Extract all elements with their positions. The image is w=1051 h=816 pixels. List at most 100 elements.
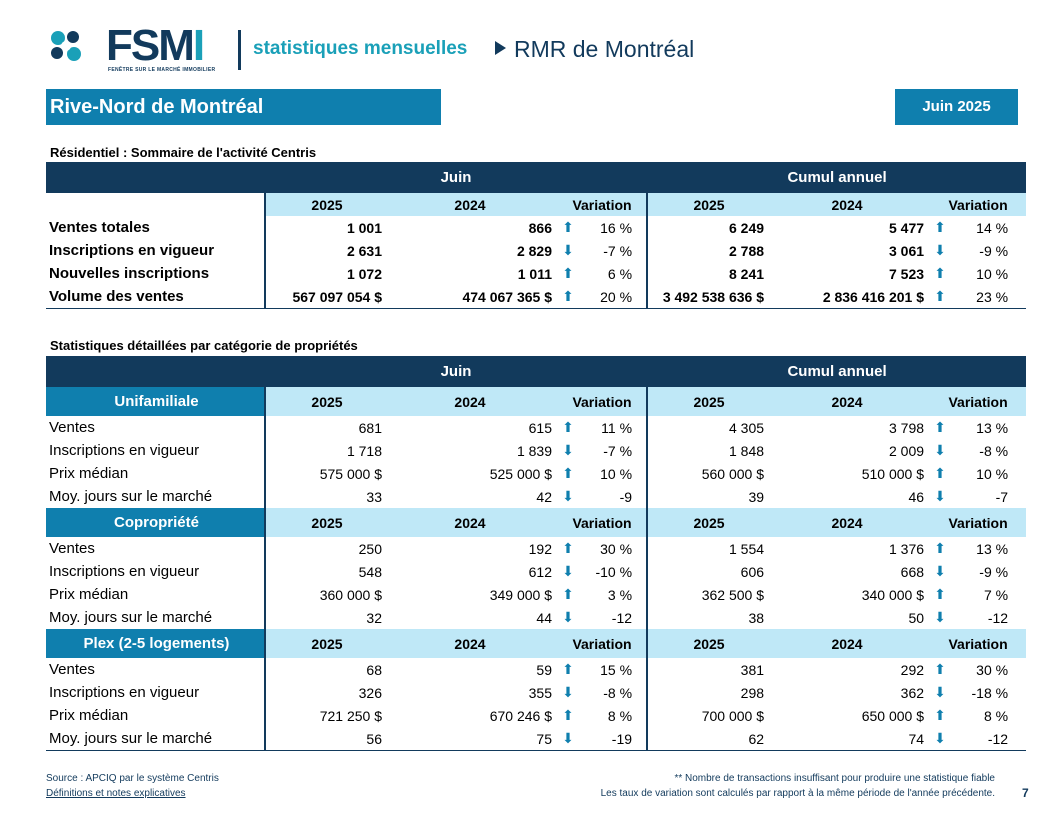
value-ytd-2024: 3 798 <box>888 419 925 436</box>
arrow-up-icon: ⬆ <box>934 661 946 677</box>
category-header-row: Plex (2-5 logements) 2025 2024 Variation 202… <box>46 629 1027 658</box>
value-month-2024: 474 067 365 $ <box>388 285 558 309</box>
arrow-down-icon: ⬇ <box>934 488 946 504</box>
arrow-down-icon: ⬇ <box>934 563 946 579</box>
variation-month: 10 % <box>578 462 649 485</box>
table-row: Prix médian 360 000 $349 000 $ ⬆ 3 % 362 500… <box>46 583 1026 606</box>
value-month-2024: 44 <box>536 609 552 626</box>
value-month-2025: 575 000 $ <box>319 465 382 482</box>
arrow-down-icon: ⬇ <box>562 563 574 579</box>
value-ytd-2024: 510 000 $ <box>861 465 925 482</box>
table-row: Inscriptions en vigueur 548 612 ⬇ -10 % 606 66… <box>46 560 1026 583</box>
variation-note: Les taux de variation sont calculés par … <box>600 788 995 799</box>
group-header-month: Juin <box>265 162 649 193</box>
value-ytd-2024: 650 000 $ <box>861 707 925 724</box>
table-row: Ventes totales 1 001 866 ⬆ 16 % 6 249 5 477 ⬆ 14… <box>46 216 1026 239</box>
col-header-2024: 2024 <box>770 387 931 416</box>
definitions-link[interactable]: Définitions et notes explicatives <box>46 788 186 799</box>
table-row: Ventes 681 615 ⬆ 11 % 4 305 3 798 ⬆ 13 % <box>46 416 1026 439</box>
variation-ytd: -9 % <box>979 242 1009 259</box>
row-label: Prix médian <box>46 583 266 606</box>
arrow-up-icon: ⬆ <box>930 285 951 309</box>
col-header-variation: Variation <box>558 193 649 216</box>
row-label: Moy. jours sur le marché <box>46 485 266 508</box>
arrow-down-icon: ⬇ <box>562 242 574 258</box>
value-ytd-2025: 381 <box>740 661 765 678</box>
value-month-2025: 1 001 <box>346 219 382 236</box>
value-month-2025: 326 <box>358 684 382 701</box>
value-month-2024: 75 <box>388 727 558 751</box>
value-ytd-2025: 298 <box>740 684 765 701</box>
table-row: Ventes 250 192 ⬆ 30 % 1 554 1 376 ⬆ 13 % <box>46 537 1026 560</box>
summary-table: Juin Cumul annuel 2025 2024 Variation 20… <box>46 162 1027 309</box>
variation-ytd: -12 <box>987 609 1009 626</box>
col-header-2025: 2025 <box>647 629 771 658</box>
value-ytd-2024: 2 836 416 201 $ <box>770 285 931 309</box>
value-ytd-2025: 560 000 $ <box>701 465 765 482</box>
variation-month: -10 % <box>578 560 649 583</box>
col-header-variation: Variation <box>930 629 1027 658</box>
group-header-ytd: Cumul annuel <box>647 162 1027 193</box>
value-month-2025: 2 631 <box>346 242 382 259</box>
value-month-2024: 2 829 <box>516 242 552 259</box>
value-ytd-2025: 38 <box>748 609 765 626</box>
source-note: Source : APCIQ par le système Centris <box>46 773 219 784</box>
table-row: Moy. jours sur le marché 32 44 ⬇ -12 38 50 ⬇ -12 <box>46 606 1026 629</box>
value-month-2024: 355 <box>528 684 552 701</box>
col-header-2024: 2024 <box>770 629 931 658</box>
variation-month: -19 <box>578 727 649 751</box>
category-header-row: Copropriété 2025 2024 Variation 2025 2024 Vari… <box>46 508 1027 537</box>
variation-month: 3 % <box>578 583 649 606</box>
table-row: Moy. jours sur le marché 33 42 ⬇ -9 39 46 ⬇ -7 <box>46 485 1026 508</box>
arrow-down-icon: ⬇ <box>930 727 951 751</box>
col-header-2024: 2024 <box>770 508 931 537</box>
value-ytd-2025: 3 492 538 636 $ <box>647 285 771 309</box>
value-month-2024: 42 <box>536 488 552 505</box>
triangle-right-icon <box>495 41 506 55</box>
variation-ytd: -12 <box>950 727 1027 751</box>
category-label: Plex (2-5 logements) <box>46 629 266 658</box>
detail-title: Statistiques détaillées par catégorie de… <box>50 338 358 353</box>
value-ytd-2024: 7 523 <box>888 265 925 282</box>
variation-ytd: -18 % <box>971 684 1009 701</box>
col-header-2024: 2024 <box>388 193 558 216</box>
variation-month: 8 % <box>578 704 649 727</box>
variation-ytd: 10 % <box>976 265 1009 282</box>
variation-ytd: 13 % <box>976 419 1009 436</box>
value-ytd-2024: 74 <box>770 727 931 751</box>
arrow-up-icon: ⬆ <box>934 419 946 435</box>
value-month-2025: 1 718 <box>346 442 382 459</box>
table-row: Nouvelles inscriptions 1 072 1 011 ⬆ 6 % 8 24… <box>46 262 1026 285</box>
arrow-up-icon: ⬆ <box>562 540 574 556</box>
category-label: Unifamiliale <box>46 387 266 416</box>
col-header-2025: 2025 <box>647 193 771 216</box>
value-month-2024: 192 <box>528 540 552 557</box>
value-month-2025: 548 <box>358 563 382 580</box>
table-row: Prix médian 575 000 $525 000 $ ⬆ 10 % 560 00… <box>46 462 1026 485</box>
value-month-2024: 615 <box>528 419 552 436</box>
variation-ytd: -9 % <box>979 563 1009 580</box>
table-row: Inscriptions en vigueur 2 631 2 829 ⬇ -7 % 2 … <box>46 239 1026 262</box>
footer-left: Source : APCIQ par le système Centris Dé… <box>46 771 219 801</box>
value-month-2024: 59 <box>536 661 552 678</box>
col-header-2025: 2025 <box>647 387 771 416</box>
row-label: Ventes totales <box>46 216 266 239</box>
variation-ytd: 30 % <box>976 661 1009 678</box>
value-ytd-2024: 50 <box>908 609 925 626</box>
table-row: Volume des ventes 567 097 054 $474 067 36… <box>46 285 1027 309</box>
row-label: Ventes <box>46 537 266 560</box>
header-divider <box>238 30 241 70</box>
col-header-2024: 2024 <box>388 387 558 416</box>
col-header-variation: Variation <box>558 508 649 537</box>
value-ytd-2025: 606 <box>740 563 765 580</box>
value-month-2025: 567 097 054 $ <box>265 285 388 309</box>
value-ytd-2024: 340 000 $ <box>861 586 925 603</box>
variation-ytd: 8 % <box>983 707 1009 724</box>
value-month-2025: 33 <box>366 488 382 505</box>
value-month-2024: 349 000 $ <box>489 586 552 603</box>
group-header-month: Juin <box>265 356 649 387</box>
variation-month: -8 % <box>578 681 649 704</box>
col-header-2025: 2025 <box>647 508 771 537</box>
value-month-2024: 1 839 <box>516 442 552 459</box>
value-ytd-2024: 3 061 <box>888 242 925 259</box>
